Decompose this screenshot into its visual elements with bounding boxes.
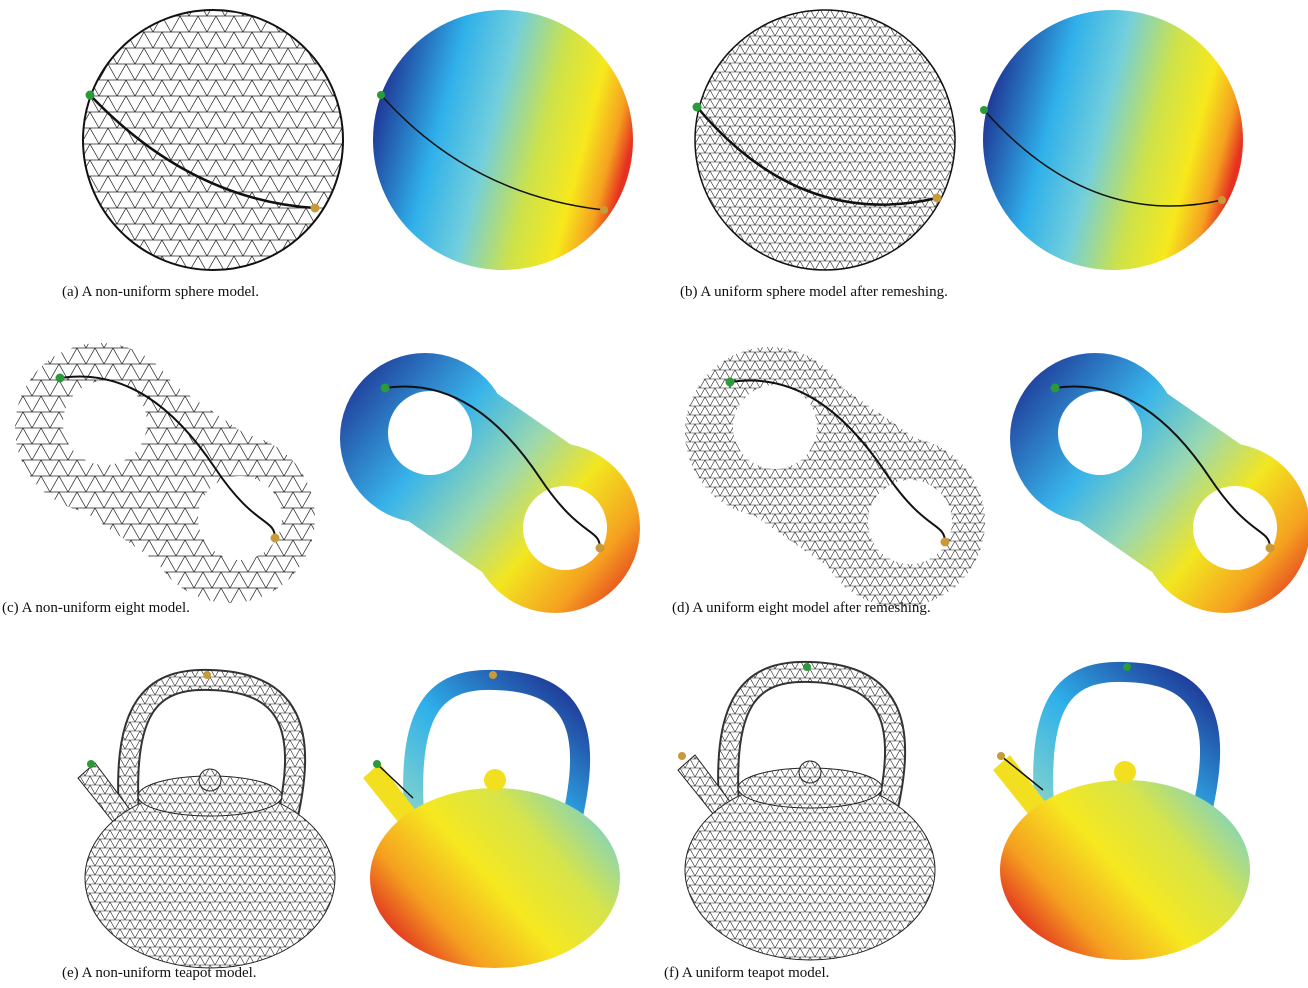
sphere-distance-b: [980, 10, 1243, 270]
eight-distance-d: [1010, 353, 1308, 613]
caption: (c) A non-uniform eight model.: [2, 600, 190, 617]
sphere-wireframe-b: [693, 10, 956, 270]
teapot-wireframe-e: [78, 671, 335, 968]
caption: (b) A uniform sphere model after remeshi…: [680, 284, 948, 301]
caption: (a) A non-uniform sphere model.: [62, 284, 259, 301]
eight-wireframe-c: [15, 343, 315, 603]
caption: (e) A non-uniform teapot model.: [62, 965, 257, 982]
sphere-distance-a: [373, 10, 633, 270]
teapot-wireframe-f: [678, 663, 935, 960]
teapot-distance-e: [363, 671, 620, 968]
eight-wireframe-d: [685, 347, 985, 607]
figure-page: (a) A non-uniform sphere model. (b) A un…: [0, 0, 1308, 988]
caption: (f) A uniform teapot model.: [664, 965, 829, 982]
sphere-wireframe-a: [83, 10, 343, 270]
caption: (d) A uniform eight model after remeshin…: [672, 600, 931, 617]
teapot-distance-f: [993, 663, 1250, 960]
figure-artwork: [0, 0, 1308, 988]
eight-distance-c: [340, 353, 640, 613]
